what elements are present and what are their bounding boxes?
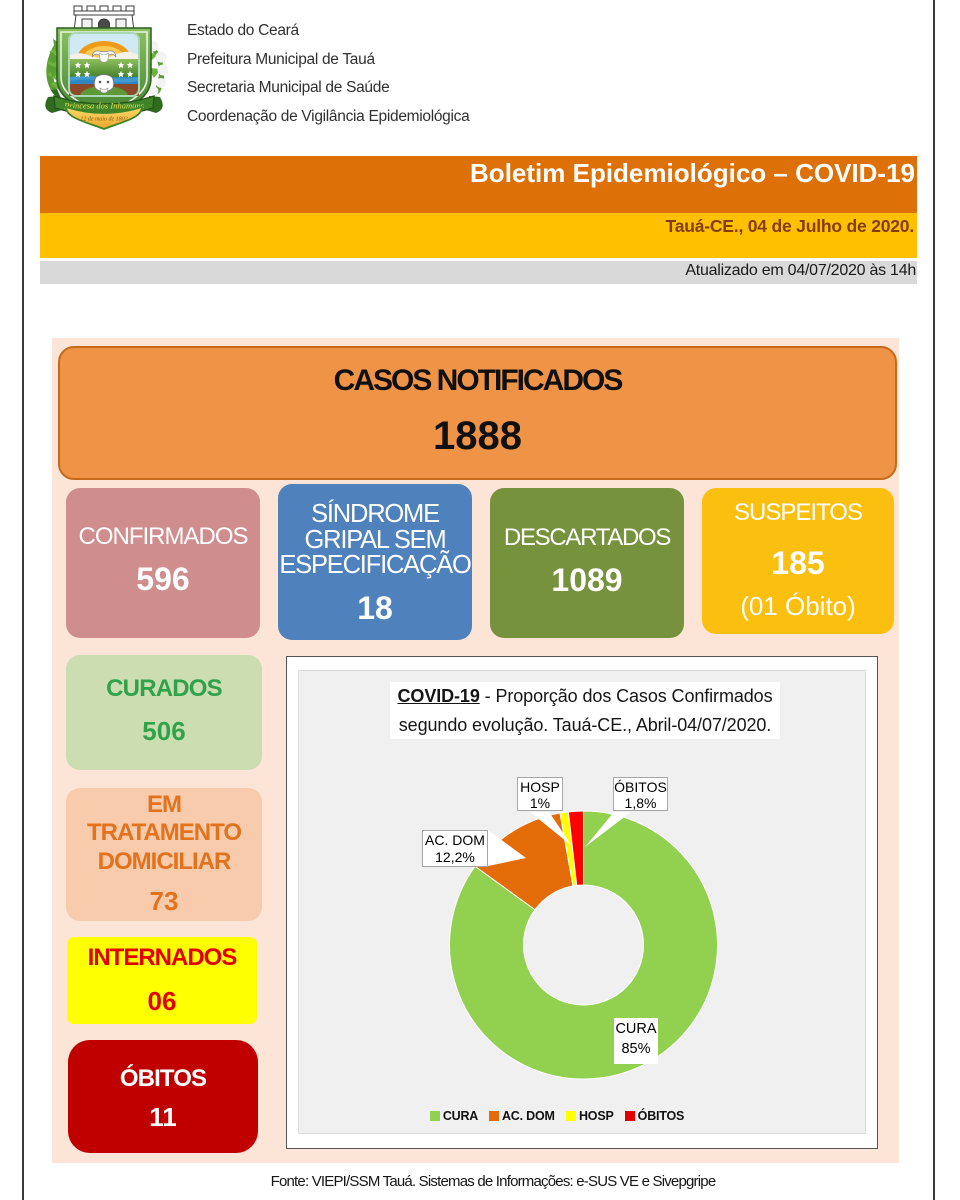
svg-text:Princesa dos Inhamuns: Princesa dos Inhamuns <box>63 101 144 111</box>
svg-text:12 de maio de 1802: 12 de maio de 1802 <box>80 117 127 123</box>
